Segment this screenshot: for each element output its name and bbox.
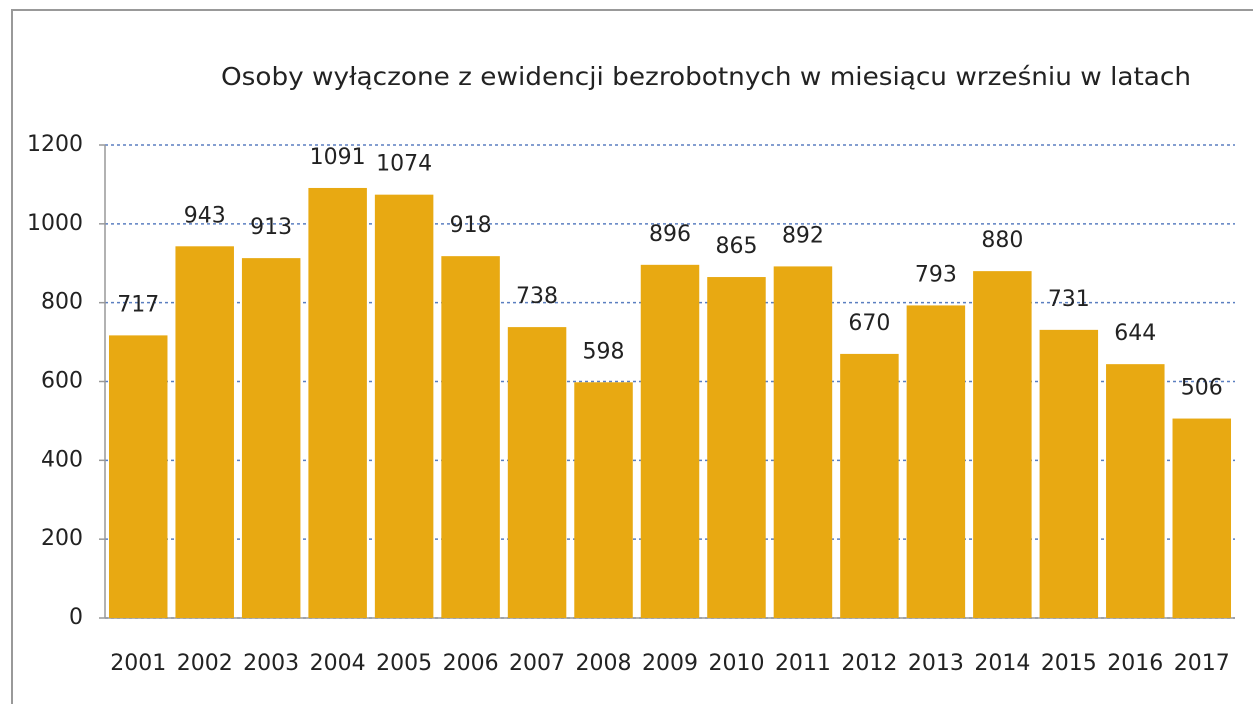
bar bbox=[773, 266, 833, 618]
x-tick-label: 2004 bbox=[310, 651, 366, 676]
data-label: 731 bbox=[1048, 287, 1090, 312]
x-tick-label: 2012 bbox=[841, 651, 897, 676]
x-tick-label: 2007 bbox=[509, 651, 565, 676]
data-label: 644 bbox=[1114, 321, 1156, 346]
x-tick-label: 2016 bbox=[1107, 651, 1163, 676]
data-label: 943 bbox=[184, 203, 226, 228]
bar bbox=[175, 246, 234, 618]
frame bbox=[11, 9, 1253, 704]
x-tick-label: 2002 bbox=[177, 651, 233, 676]
data-label: 717 bbox=[117, 292, 159, 317]
x-tick-label: 2005 bbox=[376, 651, 432, 676]
bar bbox=[441, 256, 500, 618]
y-tick-label: 600 bbox=[41, 369, 83, 394]
y-tick-label: 0 bbox=[69, 605, 83, 630]
y-tick-label: 800 bbox=[41, 290, 83, 315]
data-label: 865 bbox=[715, 234, 757, 259]
x-tick-label: 2001 bbox=[110, 651, 166, 676]
data-label: 892 bbox=[782, 223, 824, 248]
data-label: 793 bbox=[915, 262, 957, 287]
data-label: 880 bbox=[981, 228, 1023, 253]
bar bbox=[1172, 418, 1232, 618]
bar bbox=[707, 277, 766, 618]
x-tick-label: 2013 bbox=[908, 651, 964, 676]
bar bbox=[507, 327, 567, 618]
y-tick-label: 1200 bbox=[27, 132, 83, 157]
data-label: 1091 bbox=[310, 145, 366, 170]
bar bbox=[1039, 329, 1099, 618]
data-label: 913 bbox=[250, 215, 292, 240]
bar bbox=[640, 264, 700, 618]
data-label: 1074 bbox=[376, 152, 432, 177]
x-tick-label: 2003 bbox=[243, 651, 299, 676]
data-label: 598 bbox=[583, 339, 625, 364]
data-label: 506 bbox=[1181, 376, 1223, 401]
chart-title: Osoby wyłączone z ewidencji bezrobotnych… bbox=[221, 62, 1191, 91]
data-label: 670 bbox=[848, 311, 890, 336]
bar bbox=[308, 187, 367, 618]
bar bbox=[973, 271, 1032, 618]
bar bbox=[574, 382, 633, 618]
y-tick-label: 200 bbox=[41, 526, 83, 551]
x-tick-label: 2006 bbox=[443, 651, 499, 676]
x-tick-label: 2015 bbox=[1041, 651, 1097, 676]
bar bbox=[241, 258, 301, 618]
x-tick-label: 2010 bbox=[708, 651, 764, 676]
data-label: 738 bbox=[516, 284, 558, 309]
data-label: 896 bbox=[649, 222, 691, 247]
x-tick-label: 2011 bbox=[775, 651, 831, 676]
y-tick-label: 400 bbox=[41, 447, 83, 472]
x-tick-label: 2009 bbox=[642, 651, 698, 676]
bar bbox=[108, 335, 168, 618]
bar bbox=[906, 305, 966, 618]
bar bbox=[840, 353, 899, 618]
x-tick-label: 2008 bbox=[576, 651, 632, 676]
x-tick-label: 2014 bbox=[974, 651, 1030, 676]
x-tick-label: 2017 bbox=[1174, 651, 1230, 676]
y-tick-label: 1000 bbox=[27, 211, 83, 236]
data-label: 918 bbox=[450, 213, 492, 238]
bar bbox=[1106, 364, 1165, 618]
bar bbox=[374, 194, 434, 619]
